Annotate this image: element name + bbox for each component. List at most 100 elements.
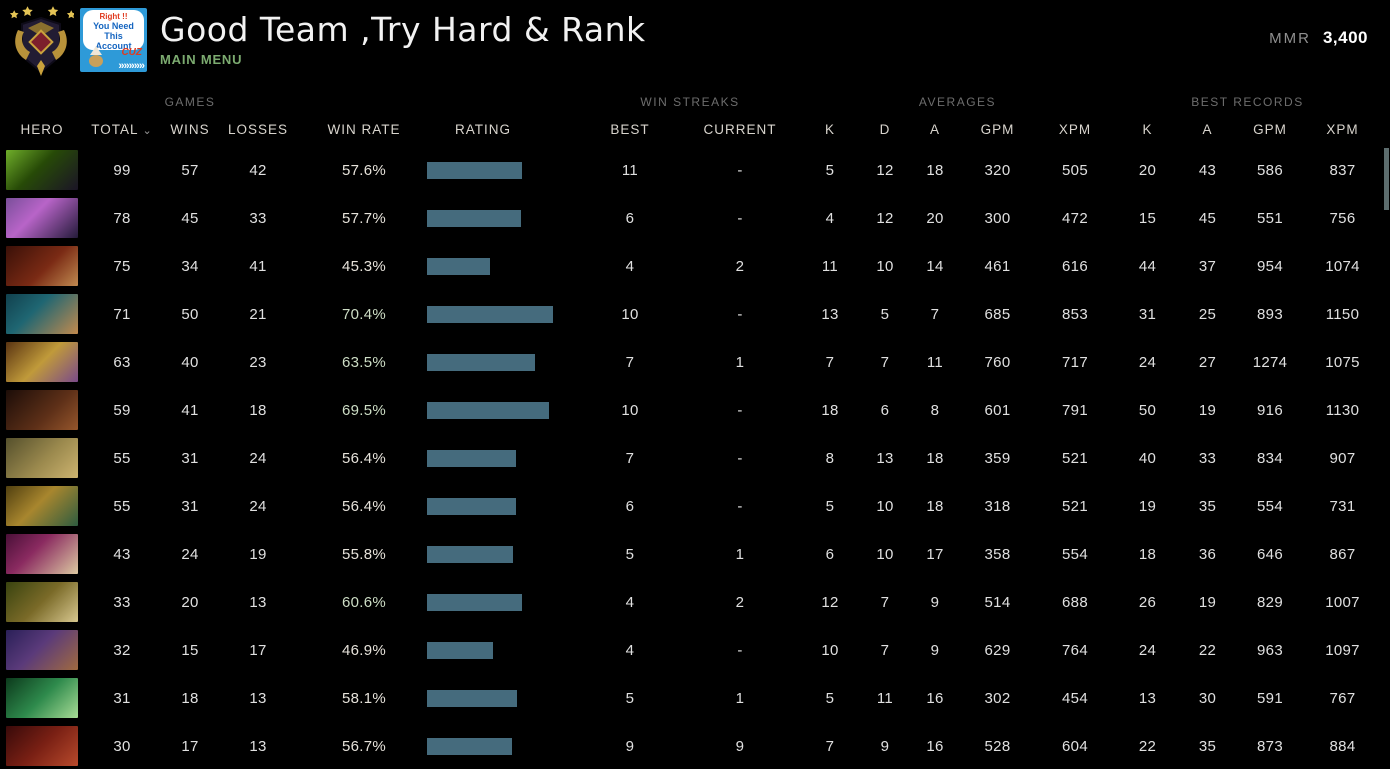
table-row[interactable]: 71 50 21 70.4% 10 - 13 5 7 685 853 31 25… [0, 290, 1390, 338]
column-header-total[interactable]: TOTAL ⌄ [84, 122, 160, 137]
table-row[interactable]: 43 24 19 55.8% 5 1 6 10 17 358 554 18 36… [0, 530, 1390, 578]
losses-value: 33 [249, 209, 267, 227]
table-row[interactable]: 33 20 13 60.6% 4 2 12 7 9 514 688 26 19 … [0, 578, 1390, 626]
current-streak-value: 1 [735, 689, 745, 707]
best-gpm-value: 829 [1257, 593, 1283, 611]
best-kills-value: 13 [1138, 689, 1157, 707]
rating-cell [412, 593, 580, 611]
group-header-best-records: BEST RECORDS [1191, 95, 1304, 109]
avg-gpm-value: 629 [984, 641, 1011, 659]
table-row[interactable]: 55 31 24 56.4% 6 - 5 10 18 318 521 19 35… [0, 482, 1390, 530]
best-streak-value: 4 [625, 257, 635, 275]
best-streak-value: 7 [625, 449, 635, 467]
hero-portrait[interactable] [6, 150, 78, 190]
avatar-wizard-figure [86, 46, 106, 70]
losses-value: 13 [249, 689, 267, 707]
column-header-wins[interactable]: WINS [170, 121, 210, 137]
avg-deaths-value: 11 [876, 689, 894, 707]
hero-portrait[interactable] [6, 726, 78, 766]
column-header-best-xpm[interactable]: XPM [1326, 121, 1359, 137]
table-row[interactable]: 30 17 13 56.7% 9 9 7 9 16 528 604 22 35 … [0, 722, 1390, 769]
avg-deaths-value: 10 [876, 257, 894, 275]
losses-value: 24 [249, 497, 267, 515]
hero-cell [0, 678, 84, 718]
avg-deaths-value: 7 [880, 641, 890, 659]
best-kills-value: 44 [1138, 257, 1157, 275]
hero-cell [0, 342, 84, 382]
wins-value: 17 [181, 737, 199, 755]
player-avatar[interactable]: Right !! You Need This Account CUZ »»»»» [80, 8, 147, 72]
total-games-value: 55 [113, 449, 131, 467]
table-row[interactable]: 59 41 18 69.5% 10 - 18 6 8 601 791 50 19… [0, 386, 1390, 434]
losses-value: 13 [249, 593, 267, 611]
losses-value: 19 [249, 545, 267, 563]
best-xpm-value: 837 [1329, 161, 1356, 179]
column-header-losses[interactable]: LOSSES [227, 121, 289, 137]
avg-deaths-value: 13 [876, 449, 894, 467]
hero-portrait[interactable] [6, 198, 78, 238]
total-games-value: 30 [113, 737, 131, 755]
rating-bar [427, 545, 513, 563]
hero-cell [0, 486, 84, 526]
column-header-hero[interactable]: HERO [20, 121, 64, 137]
column-header-avg-assists[interactable]: A [929, 121, 940, 137]
table-row[interactable]: 99 57 42 57.6% 11 - 5 12 18 320 505 20 4… [0, 146, 1390, 194]
current-streak-value: 1 [735, 545, 745, 563]
rating-cell [412, 257, 580, 275]
best-assists-value: 35 [1198, 737, 1217, 755]
avg-assists-value: 18 [926, 497, 944, 515]
scrollbar-thumb[interactable] [1384, 148, 1389, 210]
hero-portrait[interactable] [6, 294, 78, 334]
hero-portrait[interactable] [6, 534, 78, 574]
column-header-avg-deaths[interactable]: D [879, 121, 891, 137]
hero-cell [0, 582, 84, 622]
avg-kills-value: 8 [825, 449, 835, 467]
hero-portrait[interactable] [6, 342, 78, 382]
avg-xpm-value: 554 [1062, 545, 1088, 563]
table-row[interactable]: 31 18 13 58.1% 5 1 5 11 16 302 454 13 30… [0, 674, 1390, 722]
table-row[interactable]: 63 40 23 63.5% 7 1 7 7 11 760 717 24 27 … [0, 338, 1390, 386]
avg-kills-value: 11 [821, 257, 839, 275]
avg-gpm-value: 514 [984, 593, 1011, 611]
hero-portrait[interactable] [6, 630, 78, 670]
hero-portrait[interactable] [6, 678, 78, 718]
best-assists-value: 33 [1198, 449, 1217, 467]
column-header-rating[interactable]: RATING [455, 121, 511, 137]
win-rate-value: 60.6% [341, 593, 387, 611]
column-header-best-gpm[interactable]: GPM [1253, 121, 1287, 137]
avg-deaths-value: 7 [880, 353, 890, 371]
best-xpm-value: 1150 [1325, 305, 1360, 323]
column-header-best-streak[interactable]: BEST [610, 121, 650, 137]
column-header-avg-kills[interactable]: K [824, 121, 835, 137]
hero-portrait[interactable] [6, 582, 78, 622]
avatar-text-cuz: CUZ [121, 47, 142, 58]
wins-value: 31 [181, 449, 199, 467]
best-assists-value: 27 [1198, 353, 1217, 371]
table-row[interactable]: 75 34 41 45.3% 4 2 11 10 14 461 616 44 3… [0, 242, 1390, 290]
hero-portrait[interactable] [6, 246, 78, 286]
table-row[interactable]: 55 31 24 56.4% 7 - 8 13 18 359 521 40 33… [0, 434, 1390, 482]
hero-portrait[interactable] [6, 390, 78, 430]
column-header-current-streak[interactable]: CURRENT [703, 121, 777, 137]
column-header-win-rate[interactable]: WIN RATE [327, 121, 401, 137]
avg-kills-value: 5 [825, 497, 835, 515]
column-header-avg-xpm[interactable]: XPM [1058, 121, 1092, 137]
rating-cell [412, 305, 580, 323]
column-header-avg-gpm[interactable]: GPM [980, 121, 1015, 137]
main-menu-breadcrumb[interactable]: MAIN MENU [160, 52, 243, 67]
best-gpm-value: 1274 [1252, 353, 1288, 371]
hero-portrait[interactable] [6, 486, 78, 526]
column-header-best-assists[interactable]: A [1202, 121, 1213, 137]
avg-kills-value: 12 [821, 593, 839, 611]
rating-bar [427, 257, 490, 275]
hero-portrait[interactable] [6, 438, 78, 478]
wins-value: 50 [181, 305, 199, 323]
table-row[interactable]: 78 45 33 57.7% 6 - 4 12 20 300 472 15 45… [0, 194, 1390, 242]
table-row[interactable]: 32 15 17 46.9% 4 - 10 7 9 629 764 24 22 … [0, 626, 1390, 674]
wins-value: 31 [181, 497, 199, 515]
rating-cell [412, 209, 580, 227]
best-kills-value: 18 [1138, 545, 1157, 563]
rating-cell [412, 497, 580, 515]
best-streak-value: 6 [625, 497, 635, 515]
column-header-best-kills[interactable]: K [1142, 121, 1153, 137]
